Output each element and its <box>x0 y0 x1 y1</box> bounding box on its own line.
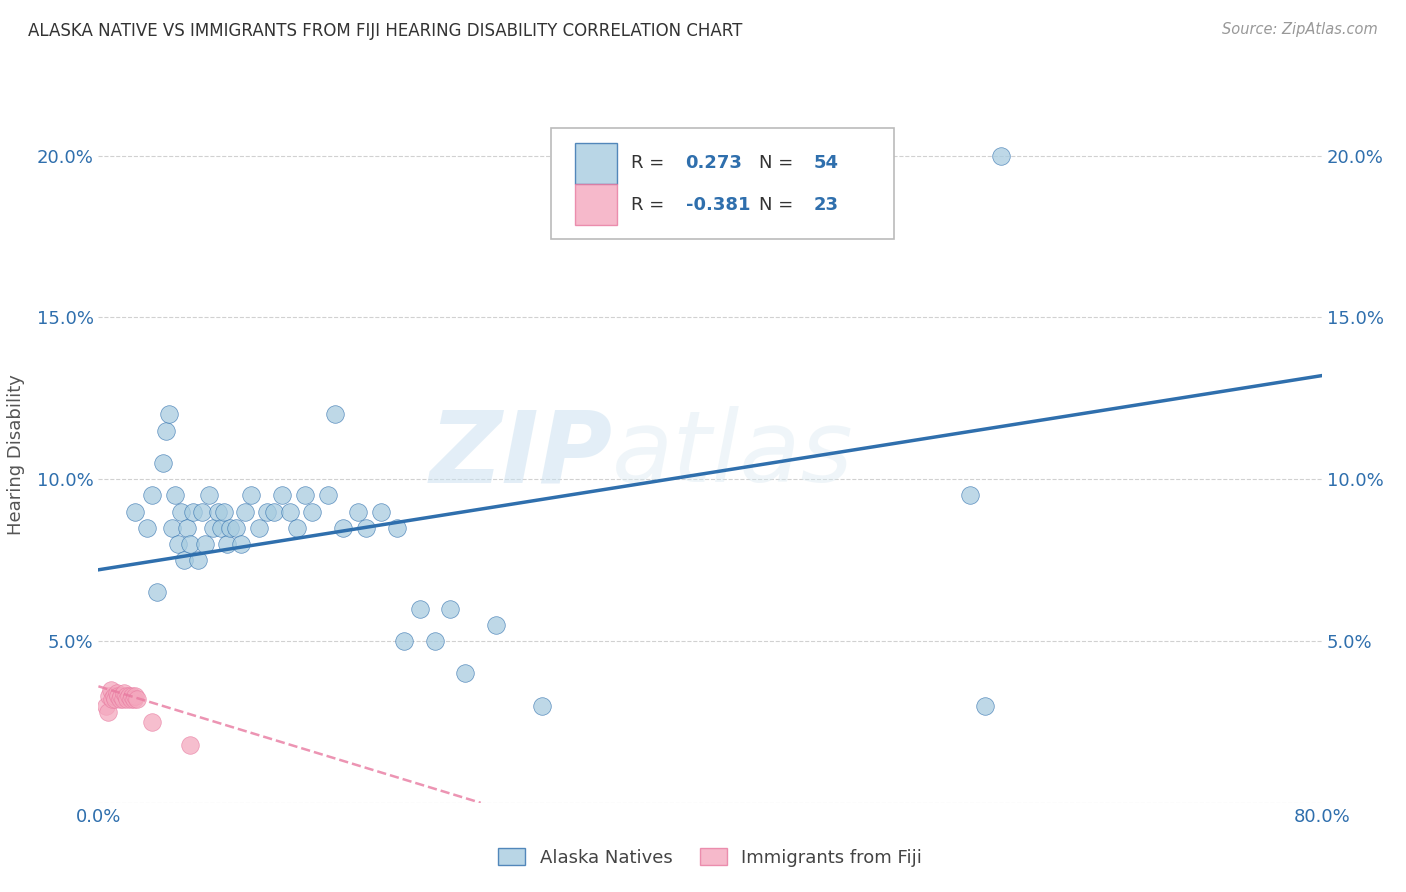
Point <box>347 504 370 518</box>
Point <box>202 521 225 535</box>
Point <box>229 537 252 551</box>
FancyBboxPatch shape <box>575 185 617 226</box>
Point <box>301 504 323 518</box>
Point <box>100 682 122 697</box>
Point <box>94 698 117 713</box>
Point <box>145 585 167 599</box>
Point <box>141 488 163 502</box>
Text: atlas: atlas <box>612 407 853 503</box>
Point <box>209 521 232 535</box>
Point <box>278 504 301 518</box>
Point <box>176 521 198 535</box>
Point <box>115 689 138 703</box>
Point <box>155 424 177 438</box>
Text: ZIP: ZIP <box>429 407 612 503</box>
Point <box>110 689 132 703</box>
Point <box>332 521 354 535</box>
Point <box>240 488 263 502</box>
Point <box>197 488 219 502</box>
Point <box>247 521 270 535</box>
Point <box>105 686 128 700</box>
Text: N =: N = <box>759 196 799 214</box>
Text: 0.273: 0.273 <box>686 154 742 172</box>
Text: 23: 23 <box>814 196 839 214</box>
Point <box>990 148 1012 162</box>
Point <box>233 504 256 518</box>
Point <box>439 601 461 615</box>
Point <box>179 738 201 752</box>
Point <box>408 601 430 615</box>
Text: Source: ZipAtlas.com: Source: ZipAtlas.com <box>1222 22 1378 37</box>
Point <box>125 692 148 706</box>
Point <box>136 521 159 535</box>
Point <box>117 692 139 706</box>
Point <box>454 666 477 681</box>
Point <box>108 692 131 706</box>
Text: N =: N = <box>759 154 799 172</box>
Point <box>219 521 242 535</box>
Point <box>152 456 174 470</box>
Point <box>270 488 292 502</box>
Point <box>354 521 377 535</box>
Point <box>160 521 183 535</box>
Text: ALASKA NATIVE VS IMMIGRANTS FROM FIJI HEARING DISABILITY CORRELATION CHART: ALASKA NATIVE VS IMMIGRANTS FROM FIJI HE… <box>28 22 742 40</box>
Point <box>124 689 146 703</box>
Point <box>121 689 143 703</box>
Point <box>104 692 127 706</box>
Legend: Alaska Natives, Immigrants from Fiji: Alaska Natives, Immigrants from Fiji <box>491 840 929 874</box>
Point <box>530 698 553 713</box>
Point <box>103 689 125 703</box>
Point <box>97 705 120 719</box>
Point <box>207 504 229 518</box>
Point <box>423 634 446 648</box>
Point <box>316 488 339 502</box>
Text: R =: R = <box>630 196 669 214</box>
FancyBboxPatch shape <box>575 143 617 184</box>
Point <box>173 553 195 567</box>
Point <box>157 408 180 422</box>
Point <box>194 537 217 551</box>
Point <box>112 686 135 700</box>
Point <box>181 504 204 518</box>
Point <box>187 553 209 567</box>
Point <box>370 504 392 518</box>
Point <box>191 504 214 518</box>
Point <box>101 692 124 706</box>
Point <box>120 692 142 706</box>
Point <box>974 698 997 713</box>
Point <box>485 617 508 632</box>
Point <box>215 537 238 551</box>
Text: 54: 54 <box>814 154 839 172</box>
Point <box>294 488 316 502</box>
Point <box>141 714 163 729</box>
Point <box>122 692 145 706</box>
Point <box>392 634 416 648</box>
Text: -0.381: -0.381 <box>686 196 749 214</box>
Y-axis label: Hearing Disability: Hearing Disability <box>7 375 25 535</box>
Point <box>959 488 981 502</box>
Point <box>107 689 129 703</box>
Point <box>163 488 186 502</box>
Point <box>170 504 193 518</box>
Point <box>98 689 121 703</box>
Point <box>263 504 285 518</box>
Text: R =: R = <box>630 154 669 172</box>
Point <box>179 537 201 551</box>
Point <box>256 504 278 518</box>
Point <box>385 521 408 535</box>
Point <box>325 408 347 422</box>
FancyBboxPatch shape <box>551 128 894 239</box>
Point <box>124 504 146 518</box>
Point <box>111 692 134 706</box>
Point <box>167 537 190 551</box>
Point <box>225 521 247 535</box>
Point <box>285 521 308 535</box>
Point <box>212 504 235 518</box>
Point <box>118 689 141 703</box>
